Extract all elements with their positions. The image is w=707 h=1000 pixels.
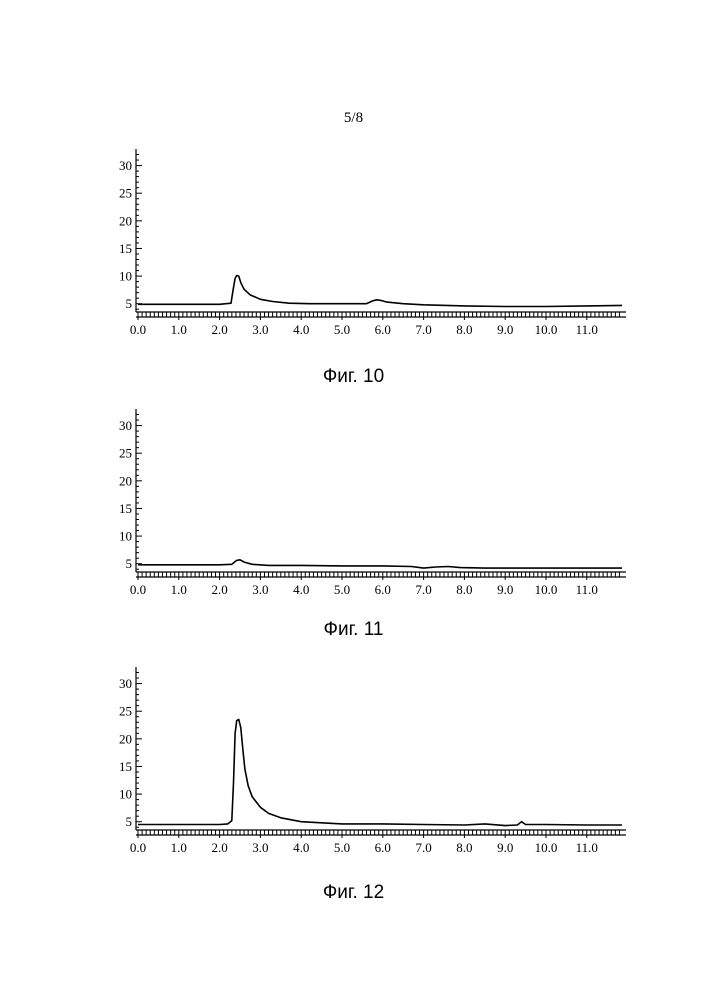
x-tick-label: 11.0: [576, 840, 598, 855]
chromatogram-fig-11: 5 10 15 20 25 30 0.0 1.0 2.0 3.0 4.0 5.0 6.0 7.0 8.0 9.…: [0, 400, 707, 600]
figure-caption-11: Фиг. 11: [0, 619, 707, 641]
x-tick-label: 3.0: [252, 582, 268, 597]
x-tick-label: 4.0: [293, 582, 309, 597]
x-tick-label: 10.0: [535, 322, 558, 337]
x-tick-label: 2.0: [211, 582, 227, 597]
y-tick-label: 25: [119, 446, 132, 461]
x-tick-label: 11.0: [576, 322, 598, 337]
y-tick-label: 15: [119, 759, 132, 774]
y-tick-label: 15: [119, 501, 132, 516]
x-tick-label: 1.0: [171, 322, 187, 337]
x-tick-label: 7.0: [415, 840, 431, 855]
series-line: [138, 560, 622, 568]
y-tick-label: 30: [119, 158, 132, 173]
x-tick-label: 5.0: [334, 322, 350, 337]
x-tick-label: 8.0: [456, 840, 472, 855]
y-tick-label: 15: [119, 241, 132, 256]
x-tick-label: 9.0: [497, 582, 513, 597]
y-tick-label: 5: [126, 296, 133, 311]
y-tick-label: 20: [119, 213, 132, 228]
x-tick-label: 3.0: [252, 840, 268, 855]
x-tick-label: 8.0: [456, 322, 472, 337]
x-tick-label: 5.0: [334, 840, 350, 855]
x-tick-label: 7.0: [415, 322, 431, 337]
y-tick-label: 25: [119, 186, 132, 201]
x-tick-label: 4.0: [293, 322, 309, 337]
x-tick-label: 6.0: [375, 322, 391, 337]
y-tick-label: 30: [119, 418, 132, 433]
x-tick-label: 9.0: [497, 322, 513, 337]
figure-caption-12: Фиг. 12: [0, 882, 707, 904]
y-tick-label: 30: [119, 676, 132, 691]
x-tick-label: 0.0: [130, 322, 146, 337]
x-tick-label: 1.0: [171, 840, 187, 855]
y-tick-label: 5: [126, 814, 133, 829]
x-tick-label: 2.0: [211, 322, 227, 337]
chromatogram-fig-10: 5 10 15 20 25 30 0.0 1.0 2.0 3.0 4.0 5.0 6.0 7.0 8.0 9.…: [0, 140, 707, 340]
x-tick-label: 3.0: [252, 322, 268, 337]
y-tick-label: 10: [119, 529, 132, 544]
x-tick-label: 8.0: [456, 582, 472, 597]
x-tick-label: 2.0: [211, 840, 227, 855]
x-tick-label: 4.0: [293, 840, 309, 855]
x-tick-label: 1.0: [171, 582, 187, 597]
x-tick-label: 9.0: [497, 840, 513, 855]
y-tick-label: 10: [119, 269, 132, 284]
figure-caption-10: Фиг. 10: [0, 366, 707, 388]
x-tick-label: 6.0: [375, 582, 391, 597]
y-tick-label: 20: [119, 731, 132, 746]
y-tick-label: 25: [119, 704, 132, 719]
x-tick-label: 5.0: [334, 582, 350, 597]
y-tick-label: 5: [126, 556, 133, 571]
x-tick-label: 11.0: [576, 582, 598, 597]
page-number: 5/8: [0, 110, 707, 127]
x-tick-label: 0.0: [130, 582, 146, 597]
y-tick-label: 10: [119, 787, 132, 802]
y-tick-label: 20: [119, 473, 132, 488]
x-tick-label: 7.0: [415, 582, 431, 597]
x-tick-label: 10.0: [535, 840, 558, 855]
series-line: [138, 276, 622, 307]
chromatogram-fig-12: 5 10 15 20 25 30 0.0 1.0 2.0 3.0 4.0 5.0 6.0 7.0 8.0 9.…: [0, 658, 707, 858]
x-tick-label: 10.0: [535, 582, 558, 597]
x-tick-label: 0.0: [130, 840, 146, 855]
x-tick-label: 6.0: [375, 840, 391, 855]
series-line: [138, 720, 622, 826]
